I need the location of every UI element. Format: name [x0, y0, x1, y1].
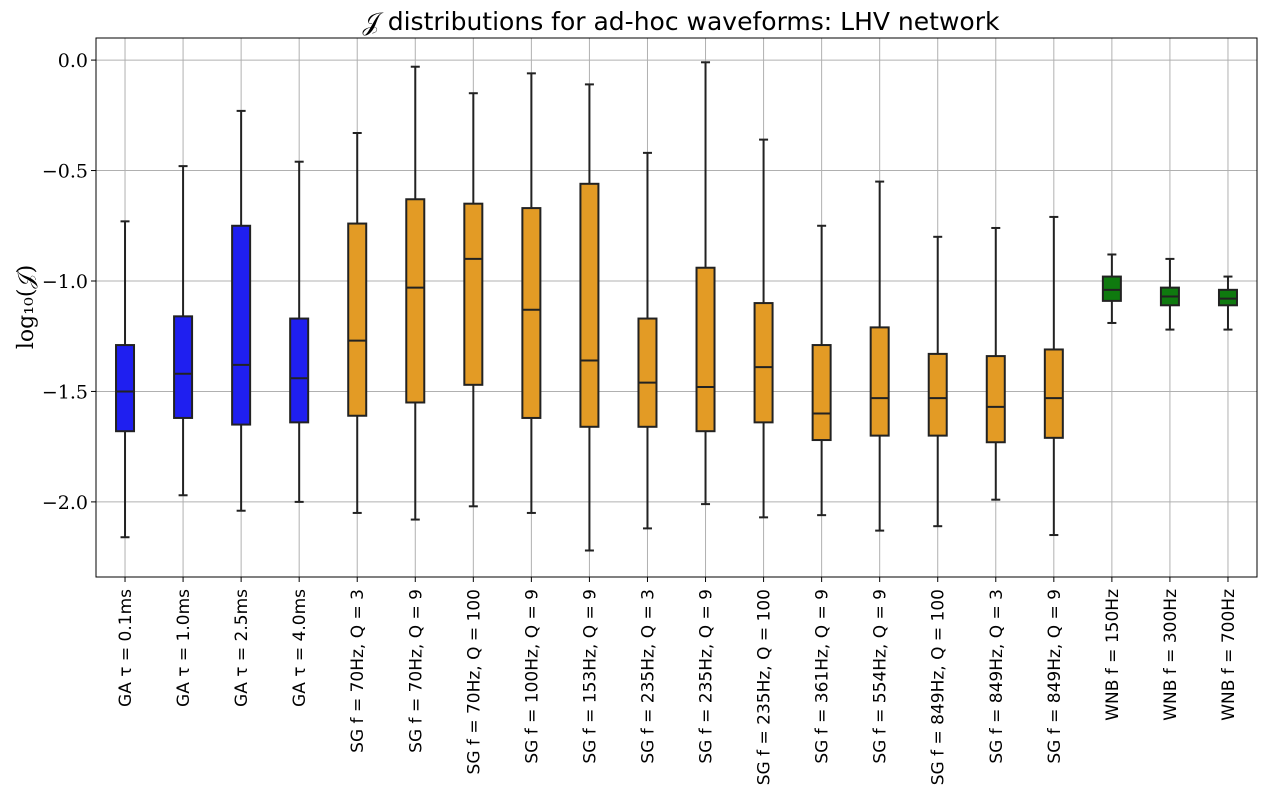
box-0 [115, 344, 136, 433]
x-tick-label-1: GA τ = 1.0ms [174, 589, 194, 707]
y-tick-label-3: −1.5 [42, 381, 88, 403]
box-15 [985, 355, 1006, 444]
box-14 [927, 352, 948, 437]
x-tick-label-11: SG f = 235Hz, Q = 100 [755, 589, 775, 785]
y-tick-label-4: −2.0 [42, 492, 88, 514]
box-1 [173, 315, 194, 419]
box-2 [231, 224, 252, 426]
box-9 [637, 317, 658, 428]
box-6 [463, 202, 484, 386]
x-tick-label-18: WNB f = 300Hz [1161, 589, 1181, 721]
plot-area: 0.0 −0.5 −1.0 −1.5 −2.0 GA τ = 0.1ms GA τ = 1.… [42, 37, 1258, 785]
x-tick-label-3: GA τ = 4.0ms [290, 589, 310, 707]
x-tick-label-14: SG f = 849Hz, Q = 100 [929, 589, 949, 785]
y-tick-label-2: −1.0 [42, 271, 88, 293]
x-tick-label-0: GA τ = 0.1ms [116, 589, 136, 707]
box-7 [521, 207, 542, 419]
box-17 [1101, 275, 1122, 302]
x-tick-label-5: SG f = 70Hz, Q = 9 [406, 589, 426, 753]
x-tick-label-9: SG f = 235Hz, Q = 3 [638, 589, 658, 764]
x-tick-label-7: SG f = 100Hz, Q = 9 [522, 589, 542, 764]
x-tick-label-17: WNB f = 150Hz [1103, 589, 1123, 721]
x-tick-label-16: SG f = 849Hz, Q = 9 [1045, 589, 1065, 764]
plot-frame [95, 37, 1258, 578]
box-5 [405, 198, 426, 404]
box-3 [289, 317, 310, 424]
x-tick-label-10: SG f = 235Hz, Q = 9 [697, 589, 717, 764]
x-tick-label-8: SG f = 153Hz, Q = 9 [580, 589, 600, 764]
box-4 [347, 222, 368, 417]
x-tick-label-12: SG f = 361Hz, Q = 9 [813, 589, 833, 764]
box-19 [1217, 288, 1238, 307]
x-tick-label-2: GA τ = 2.5ms [232, 589, 252, 707]
box-11 [753, 302, 774, 424]
y-axis-label: log₁₀(𝒥) [14, 265, 39, 349]
box-8 [579, 182, 600, 428]
x-tick-label-4: SG f = 70Hz, Q = 3 [348, 589, 368, 753]
x-tick-label-6: SG f = 70Hz, Q = 100 [464, 589, 484, 774]
box-12 [811, 344, 832, 442]
box-13 [869, 326, 890, 437]
box-16 [1043, 348, 1064, 439]
y-tick-label-0: 0.0 [58, 50, 88, 72]
chart-title: 𝒥 distributions for ad-hoc waveforms: LH… [363, 7, 1000, 36]
x-tick-label-19: WNB f = 700Hz [1219, 589, 1239, 721]
x-tick-label-13: SG f = 554Hz, Q = 9 [871, 589, 891, 764]
y-tick-label-1: −0.5 [42, 161, 88, 183]
x-tick-label-15: SG f = 849Hz, Q = 3 [987, 589, 1007, 764]
box-10 [695, 266, 716, 433]
